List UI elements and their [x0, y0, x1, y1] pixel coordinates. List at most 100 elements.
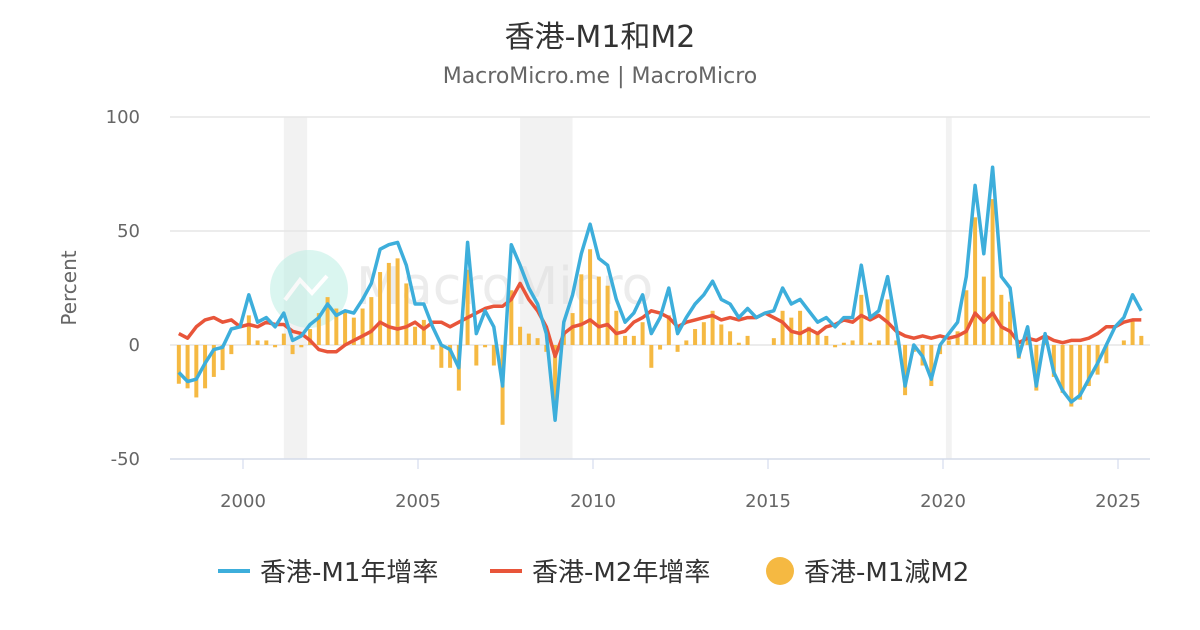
bar-diff: [448, 345, 453, 368]
y-tick-label: 100: [106, 107, 140, 128]
bar-diff: [1104, 345, 1109, 364]
bar-diff: [290, 345, 295, 355]
bar-diff: [894, 340, 899, 345]
bar-diff: [1051, 345, 1056, 377]
bar-diff: [246, 315, 251, 345]
bar-diff: [1139, 335, 1144, 345]
bar-diff: [185, 345, 190, 389]
bar-diff: [1078, 345, 1083, 400]
bar-diff: [194, 345, 199, 398]
bar-diff: [684, 340, 689, 345]
bar-diff: [999, 294, 1004, 345]
bar-diff: [483, 345, 488, 348]
legend-line-icon: [218, 568, 250, 573]
bar-diff: [631, 335, 636, 345]
bar-diff: [946, 340, 951, 345]
legend-item-diff[interactable]: 香港-M1減M2: [766, 552, 969, 589]
x-tick-label: 2005: [395, 491, 441, 512]
bar-diff: [833, 345, 838, 348]
bar-diff: [491, 345, 496, 366]
bar-diff: [868, 342, 873, 345]
bar-diff: [903, 345, 908, 396]
bar-diff: [518, 326, 523, 345]
bar-diff: [386, 262, 391, 345]
bar-diff: [990, 199, 995, 345]
y-tick-label: 50: [117, 221, 140, 242]
y-tick-label: 0: [129, 335, 140, 356]
bar-diff: [745, 335, 750, 345]
x-axis-ticks: 2000 2005 2010 2015 2020 2025: [220, 459, 1141, 512]
bar-diff: [316, 313, 321, 345]
bar-diff: [780, 310, 785, 345]
y-axis-ticks: 100 50 0 -50: [106, 107, 140, 470]
bar-diff: [1034, 345, 1039, 391]
bar-diff: [736, 342, 741, 345]
bar-diff: [798, 310, 803, 345]
bar-diff: [273, 345, 278, 348]
bar-diff: [526, 333, 531, 345]
bar-diff: [710, 310, 715, 345]
bar-diff: [220, 345, 225, 371]
y-axis-label: Percent: [57, 250, 81, 325]
bar-diff: [360, 308, 365, 345]
bar-diff: [334, 308, 339, 345]
bar-diff: [553, 345, 558, 409]
bar-diff: [701, 322, 706, 345]
bar-diff: [649, 345, 654, 368]
bar-diff: [815, 333, 820, 345]
x-tick-label: 2010: [570, 491, 616, 512]
bar-diff: [693, 329, 698, 345]
bar-diff: [465, 269, 470, 345]
legend-label: 香港-M1減M2: [804, 558, 970, 588]
bar-diff: [1060, 345, 1065, 393]
bar-diff: [176, 345, 181, 384]
series-lines: [177, 165, 1143, 422]
bar-diff: [211, 345, 216, 377]
bar-diff: [229, 345, 234, 355]
legend: 香港-M1年增率 香港-M2年增率 香港-M1減M2: [0, 552, 1200, 592]
bar-diff: [614, 310, 619, 345]
bar-diff: [973, 217, 978, 345]
bar-diff: [281, 333, 286, 345]
watermark-icon: [283, 274, 329, 302]
chart-title: 香港-M1和M2: [504, 20, 696, 55]
bar-diff: [929, 345, 934, 387]
x-tick-label: 2000: [220, 491, 266, 512]
bar-diff: [343, 310, 348, 345]
bar-diff: [439, 345, 444, 368]
x-tick-label: 2025: [1095, 491, 1141, 512]
bar-diff: [308, 329, 313, 345]
chart-subtitle: MacroMicro.me | MacroMicro: [442, 64, 758, 89]
legend-label: 香港-M2年增率: [532, 558, 711, 588]
legend-line-icon: [490, 568, 522, 573]
recession-band: [945, 117, 952, 459]
bar-diff: [579, 274, 584, 345]
legend-label: 香港-M1年增率: [260, 558, 439, 588]
bar-diff: [588, 249, 593, 345]
legend-item-m1[interactable]: 香港-M1年增率: [218, 552, 438, 589]
bar-diff: [404, 283, 409, 345]
bar-diff: [1008, 301, 1013, 345]
bar-diff: [658, 345, 663, 350]
bar-diff: [325, 297, 330, 345]
bar-diff: [430, 345, 435, 350]
bar-diff: [955, 331, 960, 345]
bar-diff: [351, 317, 356, 345]
bar-diff: [728, 331, 733, 345]
y-tick-label: -50: [111, 449, 140, 470]
bar-diff: [421, 319, 426, 345]
bar-diff: [719, 324, 724, 345]
bar-diff: [413, 326, 418, 345]
bar-diff: [981, 276, 986, 345]
bar-diff: [850, 340, 855, 345]
legend-item-m2[interactable]: 香港-M2年增率: [490, 552, 710, 589]
bar-diff: [570, 313, 575, 345]
bar-diff: [474, 345, 479, 366]
bar-diff: [264, 340, 269, 345]
bar-diff: [1130, 319, 1135, 345]
bar-diff: [255, 340, 260, 345]
legend-dot-icon: [766, 556, 794, 585]
bar-diff: [535, 338, 540, 345]
line-m1: [177, 165, 1143, 422]
